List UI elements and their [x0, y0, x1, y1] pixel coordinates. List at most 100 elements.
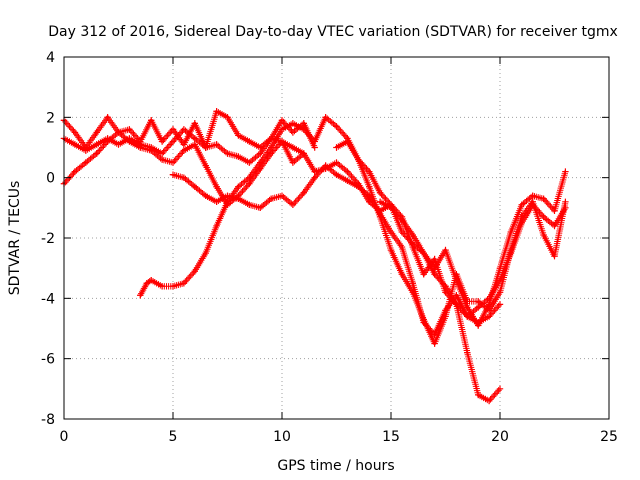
data-point — [235, 183, 242, 190]
data-point — [224, 198, 231, 205]
data-point — [224, 114, 231, 121]
series-markers — [137, 114, 502, 405]
data-point — [475, 304, 482, 311]
data-point — [148, 117, 155, 124]
data-point — [180, 174, 188, 181]
data-point — [71, 168, 79, 175]
series-track-6 — [333, 138, 569, 347]
y-tick-label: -2 — [41, 231, 55, 247]
data-point — [333, 123, 340, 130]
data-point — [213, 183, 220, 190]
data-point — [376, 198, 384, 205]
data-point — [115, 141, 122, 148]
data-point — [398, 243, 406, 251]
data-point — [267, 135, 275, 142]
data-point — [289, 159, 297, 166]
data-point — [551, 222, 558, 230]
data-point — [475, 322, 482, 329]
data-point — [257, 150, 264, 157]
y-tick-label: 4 — [46, 50, 55, 66]
series-track-3 — [60, 129, 504, 326]
data-point — [278, 117, 286, 124]
chart-title: Day 312 of 2016, Sidereal Day-to-day VTE… — [48, 24, 618, 40]
y-tick-label: -8 — [41, 412, 55, 428]
data-point — [311, 144, 318, 151]
data-point — [355, 156, 362, 163]
data-point — [278, 138, 286, 145]
data-point — [344, 138, 351, 145]
data-point — [202, 192, 209, 199]
data-point — [355, 183, 362, 190]
data-point — [475, 298, 482, 305]
x-tick-label: 10 — [273, 429, 291, 445]
series-track-4 — [137, 114, 504, 405]
data-point — [126, 138, 133, 145]
data-point — [191, 267, 198, 275]
data-point — [235, 132, 242, 139]
data-point — [93, 150, 100, 157]
data-point — [224, 192, 231, 199]
data-point — [551, 207, 558, 215]
data-point — [158, 283, 166, 290]
data-point — [333, 144, 340, 151]
data-point — [431, 255, 438, 263]
data-point — [235, 195, 242, 202]
data-point — [137, 292, 144, 299]
data-point — [562, 198, 569, 205]
data-point — [300, 189, 307, 196]
data-point — [267, 195, 275, 202]
x-axis-label: GPS time / hours — [277, 458, 394, 474]
x-tick-label: 0 — [60, 429, 69, 445]
data-point — [453, 277, 460, 284]
data-point — [442, 246, 449, 254]
data-point — [409, 280, 416, 287]
data-point — [289, 120, 297, 127]
data-point — [518, 201, 525, 209]
data-point — [322, 162, 329, 169]
data-point — [311, 138, 318, 145]
data-point — [431, 340, 438, 347]
y-tick-label: -4 — [41, 291, 55, 307]
data-point — [289, 129, 297, 136]
y-axis-label: SDTVAR / TECUs — [7, 181, 23, 296]
data-point — [442, 313, 449, 320]
data-point — [246, 174, 253, 181]
data-point — [485, 397, 493, 405]
data-point — [311, 174, 318, 181]
data-point — [126, 126, 133, 133]
data-point — [82, 159, 89, 166]
data-point — [453, 292, 460, 299]
data-point — [344, 168, 351, 175]
series-markers — [60, 129, 502, 326]
grid-lines — [64, 57, 609, 419]
data-point — [169, 171, 177, 178]
x-tick-label: 25 — [600, 429, 618, 445]
data-point — [213, 108, 220, 115]
data-point — [257, 204, 264, 212]
data-point — [246, 201, 253, 209]
x-tick-label: 20 — [491, 429, 509, 445]
data-point — [104, 114, 111, 121]
data-point — [289, 201, 297, 209]
data-point — [496, 264, 504, 272]
data-point — [158, 156, 166, 163]
data-point — [191, 141, 198, 148]
data-point — [202, 249, 209, 257]
data-point — [507, 246, 515, 254]
data-point — [387, 246, 395, 254]
x-tick-label: 15 — [382, 429, 400, 445]
data-point — [169, 159, 177, 166]
data-point — [180, 280, 188, 287]
data-point — [376, 213, 384, 221]
data-point — [180, 141, 188, 148]
data-point — [169, 283, 177, 290]
data-point — [507, 228, 515, 236]
data-point — [180, 126, 188, 133]
data-point — [540, 213, 547, 221]
data-point — [431, 264, 438, 272]
y-tick-label: -6 — [41, 352, 55, 368]
data-point — [115, 129, 122, 136]
data-point — [148, 277, 155, 284]
data-point — [398, 216, 406, 224]
